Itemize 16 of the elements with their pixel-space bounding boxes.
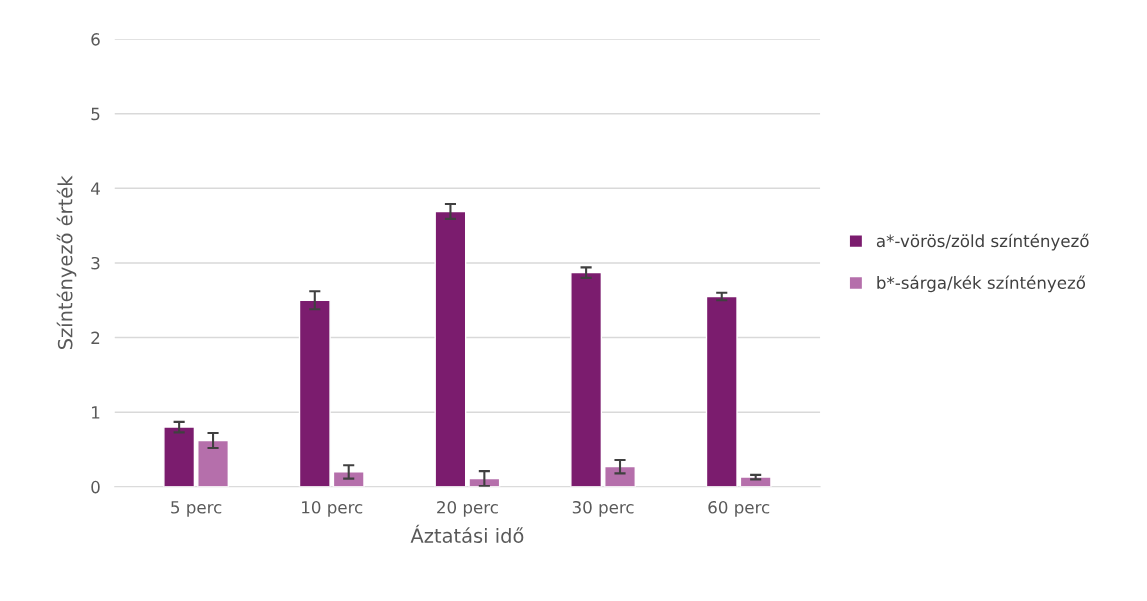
y-tick-label: 6 [91,33,100,46]
y-tick-label: 4 [91,182,100,195]
legend-label: a*-vörös/zöld színtényező [876,233,1089,251]
y-axis-title: Színtényező érték [56,175,77,350]
y-tick-label: 5 [91,107,100,121]
x-tick-label: 10 perc [302,500,363,517]
y-tick-label: 0 [91,480,100,494]
y-tick-label: 1 [92,406,100,419]
x-tick-label: 5 perc [171,501,222,517]
x-tick-label: 30 perc [572,500,634,517]
y-tick-label: 2 [91,331,100,344]
y-tick-label: 3 [91,256,100,270]
x-tick-label: 20 perc [437,500,498,517]
x-axis-title: Áztatási idő [410,524,524,543]
legend-label: b*-sárga/kék színtényező [877,275,1086,293]
x-tick-label: 60 perc [708,500,770,517]
